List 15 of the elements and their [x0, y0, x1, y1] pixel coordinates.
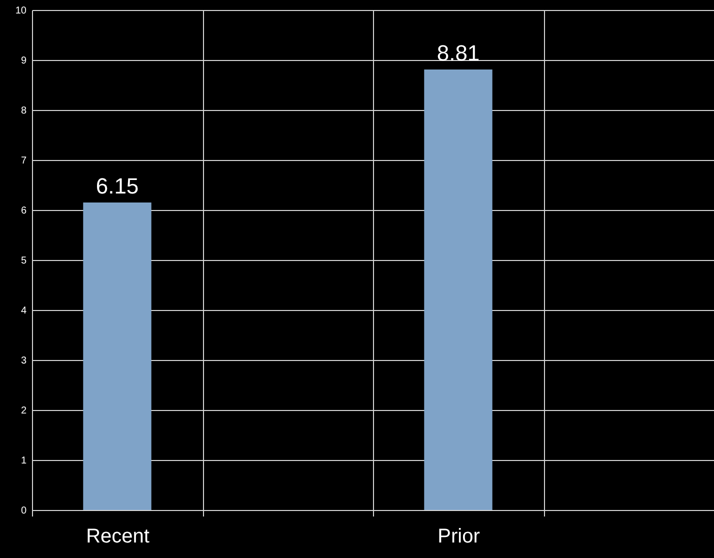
y-tick-label: 8: [20, 106, 27, 116]
y-tick-label: 6: [20, 206, 27, 216]
data-label: 6.15: [96, 174, 139, 198]
y-tick-label: 7: [20, 156, 27, 166]
y-tick-label: 5: [20, 256, 27, 266]
y-tick-label: 2: [20, 406, 27, 416]
y-tick-label: 0: [20, 506, 27, 516]
y-tick-label: 1: [20, 456, 27, 466]
x-tick-label: Recent: [86, 526, 150, 548]
y-tick-label: 9: [20, 56, 27, 66]
x-tick-label: Prior: [438, 526, 480, 548]
data-label: 8.81: [436, 40, 480, 66]
y-tick-label: 3: [20, 356, 27, 366]
y-tick-label: 4: [20, 306, 27, 316]
y-tick-label: 10: [15, 6, 27, 16]
